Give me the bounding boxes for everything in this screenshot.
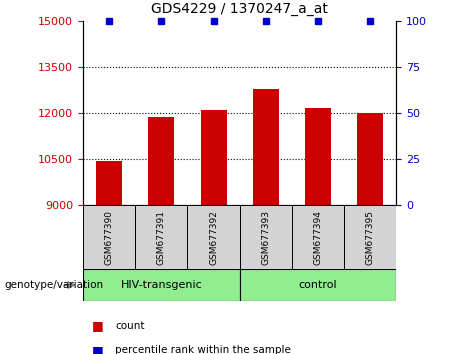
Bar bbox=[305, 108, 331, 205]
FancyBboxPatch shape bbox=[135, 205, 188, 269]
FancyBboxPatch shape bbox=[83, 269, 240, 301]
Text: GSM677391: GSM677391 bbox=[157, 210, 166, 265]
FancyBboxPatch shape bbox=[344, 205, 396, 269]
Text: ■: ■ bbox=[92, 344, 104, 354]
Bar bbox=[148, 117, 174, 205]
Text: genotype/variation: genotype/variation bbox=[5, 280, 104, 290]
Bar bbox=[201, 110, 227, 205]
Text: ■: ■ bbox=[92, 319, 104, 332]
FancyBboxPatch shape bbox=[83, 205, 135, 269]
Bar bbox=[96, 161, 122, 205]
Text: GSM677390: GSM677390 bbox=[105, 210, 113, 265]
FancyBboxPatch shape bbox=[240, 269, 396, 301]
Text: GSM677394: GSM677394 bbox=[313, 210, 323, 265]
Bar bbox=[253, 89, 279, 205]
Title: GDS4229 / 1370247_a_at: GDS4229 / 1370247_a_at bbox=[151, 2, 328, 16]
Text: count: count bbox=[115, 321, 145, 331]
FancyBboxPatch shape bbox=[240, 205, 292, 269]
Text: HIV-transgenic: HIV-transgenic bbox=[120, 280, 202, 290]
Text: control: control bbox=[299, 280, 337, 290]
Text: percentile rank within the sample: percentile rank within the sample bbox=[115, 346, 291, 354]
FancyBboxPatch shape bbox=[188, 205, 240, 269]
Text: GSM677395: GSM677395 bbox=[366, 210, 375, 265]
Text: GSM677393: GSM677393 bbox=[261, 210, 270, 265]
Bar bbox=[357, 113, 384, 205]
Text: GSM677392: GSM677392 bbox=[209, 210, 218, 265]
FancyBboxPatch shape bbox=[292, 205, 344, 269]
